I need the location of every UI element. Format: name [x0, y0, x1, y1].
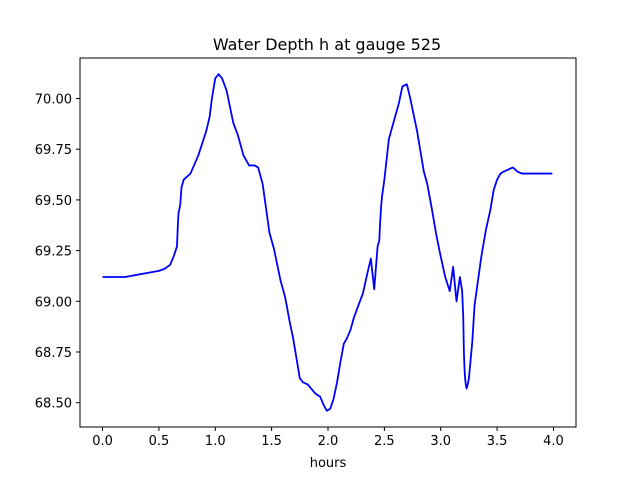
x-tick-label: 2.0	[318, 434, 339, 449]
chart-title: Water Depth h at gauge 525	[213, 35, 441, 54]
series-line	[102, 73, 553, 412]
y-tick-label: 69.75	[35, 143, 72, 158]
x-tick-label: 1.5	[261, 434, 282, 449]
x-tick-label: 1.0	[205, 434, 226, 449]
y-axis: 68.50 68.75 69.00 69.25 69.50 69.75 70.00	[35, 93, 80, 412]
plot-area	[102, 73, 553, 412]
x-axis-label: hours	[310, 456, 347, 471]
y-tick-label: 68.75	[35, 346, 72, 361]
x-tick-label: 3.5	[487, 434, 508, 449]
y-tick-label: 70.00	[35, 93, 72, 108]
x-axis: 0.0 0.5 1.0 1.5 2.0 2.5 3.0 3.5 4.0	[92, 427, 564, 449]
y-tick-label: 69.00	[35, 295, 72, 310]
plot-frame	[79, 57, 577, 428]
x-tick-label: 2.5	[374, 434, 395, 449]
y-tick-label: 68.50	[35, 397, 72, 412]
x-tick-label: 0.5	[149, 434, 170, 449]
x-tick-label: 3.0	[430, 434, 451, 449]
x-tick-label: 4.0	[543, 434, 564, 449]
x-tick-label: 0.0	[92, 434, 113, 449]
y-tick-label: 69.50	[35, 194, 72, 209]
y-tick-label: 69.25	[35, 245, 72, 260]
